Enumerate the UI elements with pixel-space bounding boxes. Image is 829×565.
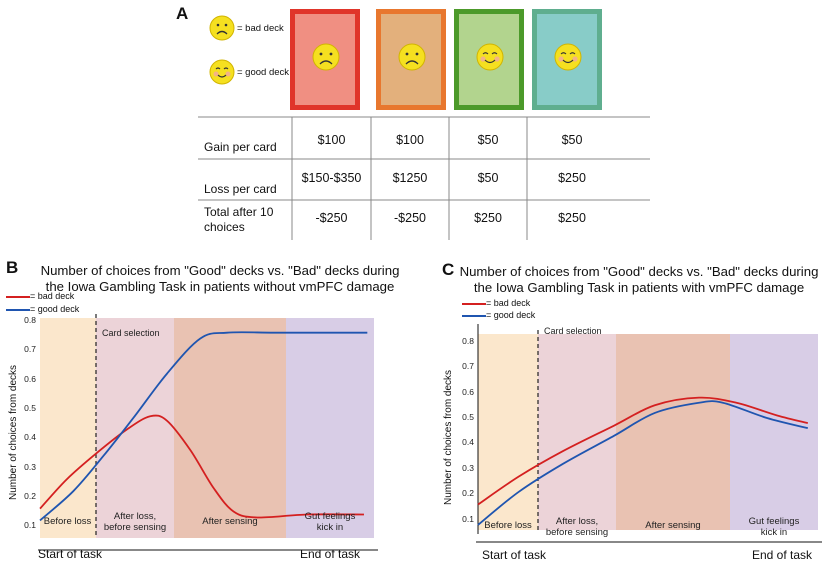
legend-bad-deck: = bad deck [237, 23, 284, 34]
panel-c-good-deck-line [477, 400, 809, 526]
sad-face-icon [312, 43, 340, 71]
panel-c-bad-deck-line [477, 396, 809, 506]
cell-total-2: -$250 [394, 211, 426, 225]
panel-c-tick: 0.3 [462, 462, 474, 473]
happy-face-icon [476, 43, 504, 71]
panel-b-tick: 0.4 [24, 432, 36, 443]
panel-c-ylabel: Number of choices from decks [443, 369, 454, 505]
panel-b-title-line2: the Iowa Gambling Task in patients witho… [45, 279, 395, 294]
panel-c-phase-1: Before loss [484, 520, 532, 531]
cell-loss-3: $50 [477, 171, 499, 185]
panel-c-x-start: Start of task [482, 548, 547, 562]
row-label-total-2: choices [204, 220, 245, 234]
cell-gain-4: $50 [561, 133, 583, 147]
row-label-total-1: Total after 10 [204, 205, 274, 219]
panel-c-label: C [442, 260, 455, 279]
panel-c-phase-band-2 [538, 334, 616, 530]
panel-b-legend-good-line [6, 309, 30, 311]
panel-c-tick: 0.8 [462, 335, 474, 346]
panel-b-good-deck-line [39, 331, 368, 522]
panel-c-legend-bad-line [462, 303, 486, 305]
panel-b-legend-bad: = bad deck [30, 291, 75, 301]
panel-b-x-end: End of task [300, 547, 361, 561]
panel-b-phase-band-3 [174, 318, 286, 538]
panel-b-title-line1: Number of choices from "Good" decks vs. … [40, 263, 400, 278]
sad-face-icon [398, 43, 426, 71]
panel-c-title-line1: Number of choices from "Good" decks vs. … [459, 264, 819, 279]
panel-c-phase-2: After loss, before sensing [545, 516, 609, 538]
cell-total-4: $250 [558, 211, 586, 225]
panel-b-phase-band-2 [96, 318, 174, 538]
panel-b-phase-3: After sensing [202, 516, 258, 527]
panel-c-x-end: End of task [752, 548, 813, 562]
panel-b-tick: 0.3 [24, 461, 36, 472]
cell-gain-3: $50 [477, 133, 499, 147]
panel-c-phase-band-3 [616, 334, 730, 530]
panel-b-phase-band-1 [40, 318, 96, 538]
panel-b-card-selection: Card selection [102, 328, 160, 338]
table-grid [198, 116, 650, 240]
panel-c-title-line2: the Iowa Gambling Task in patients with … [473, 280, 805, 295]
cell-loss-2: $1250 [392, 171, 428, 185]
panel-c-phase-band-4 [730, 334, 818, 530]
panel-b-bad-deck-line [39, 414, 364, 519]
panel-c-tick: 0.4 [462, 437, 474, 448]
cell-gain-2: $100 [396, 133, 424, 147]
panel-b-phase-2: After loss, before sensing [103, 511, 167, 533]
sad-face-icon [209, 15, 235, 41]
cell-total-1: -$250 [315, 211, 348, 225]
panel-b-label: B [6, 258, 19, 277]
panel-b-tick: 0.6 [24, 373, 36, 384]
panel-c-legend-good-line [462, 315, 486, 317]
panel-c-card-selection: Card selection [544, 326, 602, 336]
panel-c-phase-4: Gut feelings kick in [748, 516, 800, 538]
panel-b-legend-good: = good deck [30, 304, 80, 314]
deck-3-card [454, 9, 524, 110]
panel-b-tick: 0.2 [24, 490, 36, 501]
panel-b-phase-band-4 [286, 318, 374, 538]
panel-a-label: A [176, 4, 189, 23]
panel-c-tick: 0.6 [462, 386, 474, 397]
panel-c-tick: 0.1 [462, 513, 474, 524]
deck-4-card [532, 9, 602, 110]
panel-c-tick: 0.2 [462, 488, 474, 499]
panel-c-legend-bad: = bad deck [486, 298, 531, 308]
cell-loss-4: $250 [558, 171, 586, 185]
deck-2-card [376, 9, 446, 110]
panel-c-legend-good: = good deck [486, 310, 536, 320]
cell-loss-1: $150-$350 [301, 171, 362, 185]
row-label-gain: Gain per card [204, 140, 277, 154]
happy-face-icon [209, 59, 235, 85]
row-label-loss: Loss per card [204, 182, 277, 196]
panel-b-tick: 0.1 [24, 520, 36, 531]
deck-1-card [290, 9, 360, 110]
panel-b-phase-4: Gut feelings kick in [304, 511, 356, 533]
panel-b-tick: 0.7 [24, 344, 36, 355]
cell-total-3: $250 [474, 211, 502, 225]
panel-b-x-start: Start of task [38, 547, 103, 561]
panel-b-tick: 0.8 [24, 314, 36, 325]
panel-c-phase-3: After sensing [645, 520, 701, 531]
happy-face-icon [554, 43, 582, 71]
panel-b-phase-1: Before loss [43, 516, 92, 527]
panel-b-tick: 0.5 [24, 402, 36, 413]
panel-c-tick: 0.5 [462, 412, 474, 422]
cell-gain-1: $100 [317, 133, 346, 147]
panel-b-legend-bad-line [6, 296, 30, 298]
legend-good-deck: = good deck [237, 67, 290, 78]
panel-c-tick: 0.7 [462, 361, 474, 372]
